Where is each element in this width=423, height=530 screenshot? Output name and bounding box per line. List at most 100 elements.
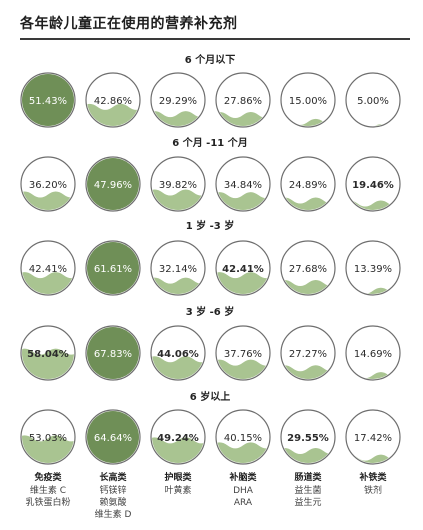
bubble-outline [215,325,271,381]
bubble: 37.76% [215,325,271,381]
value-label: 49.24% [157,433,199,444]
bubble-fill [282,197,334,210]
value-label: 14.69% [354,349,392,360]
bubble-outline [215,240,271,296]
bubble: 51.43% [20,72,76,128]
bubble-outline [150,409,206,465]
chart-title: 各年龄儿童正在使用的营养补充剂 [20,16,238,32]
bubble: 42.41% [215,240,271,296]
category-item: 叶黄素 [164,484,191,496]
bubble: 27.68% [280,240,336,296]
value-label: 53.03% [29,433,67,444]
bubble: 42.41% [20,240,76,296]
bubble: 53.03% [20,409,76,465]
category-item: 铁剂 [364,484,382,496]
bubble-base [346,157,400,211]
bubble-fill [347,287,399,294]
value-label: 42.41% [222,264,264,275]
value-label: 32.14% [159,264,197,275]
bubble-outline [345,240,401,296]
value-label: 39.82% [159,180,197,191]
bubble: 17.42% [345,409,401,465]
bubble-full-fill [87,411,139,463]
bubble: 24.89% [280,156,336,212]
value-label: 47.96% [94,180,132,191]
bubble-outline [20,156,76,212]
bubble: 39.82% [150,156,206,212]
category-item: ARA [234,498,253,508]
bubble-base [281,326,335,380]
bubble-outline [280,240,336,296]
value-label: 15.00% [289,96,327,107]
bubble-outline [85,156,141,212]
value-label: 37.76% [224,349,262,360]
value-label: 29.29% [159,96,197,107]
category-label: 长高类 [99,471,127,483]
bubble-base [346,326,400,380]
bubble-fill [152,111,204,126]
category-item: 益生菌 [294,484,321,496]
value-label: 40.15% [224,433,262,444]
bubble-outline [85,72,141,128]
bubble-fill [347,372,399,379]
bubble-outline [215,409,271,465]
category-item: 赖氨酸 [99,496,126,508]
value-label: 19.46% [352,180,394,191]
bubble-base [281,241,335,295]
bubble-outline [345,156,401,212]
bubble-fill [282,365,334,379]
value-label: 61.61% [94,264,132,275]
value-label: 36.20% [29,180,67,191]
group-title: 3 岁 -6 岁 [186,305,235,318]
bubble-outline [280,325,336,381]
value-label: 29.55% [287,433,329,444]
bubble-outline [215,72,271,128]
bubble: 42.86% [85,72,141,128]
value-label: 27.27% [289,349,327,360]
value-label: 13.39% [354,264,392,275]
bubble: 29.55% [280,409,336,465]
bubble-outline [345,325,401,381]
value-label: 64.64% [94,433,132,444]
category-label: 补铁类 [358,471,387,483]
bubble-outline [345,409,401,465]
bubble-outline [280,409,336,465]
bubble: 67.83% [85,325,141,381]
group-title: 6 个月以下 [185,53,235,66]
category-item: 维生素 D [95,508,132,520]
category-item: 维生素 C [30,484,66,496]
value-label: 67.83% [94,349,132,360]
value-label: 17.42% [354,433,392,444]
bubble: 40.15% [215,409,271,465]
bubble-fill [282,280,334,294]
bubble-outline [85,409,141,465]
category-item: 钙镁锌 [99,484,126,496]
bubble: 47.96% [85,156,141,212]
category-label: 护眼类 [164,471,192,483]
bubble: 27.86% [215,72,271,128]
bubble: 19.46% [345,156,401,212]
bubble-base [216,73,270,127]
bubble: 64.64% [85,409,141,465]
bubble-outline [345,72,401,128]
category-item: DHA [233,486,254,496]
bubble-full-fill [87,327,139,379]
category-label: 肠道类 [294,471,322,483]
value-label: 5.00% [357,96,389,107]
bubble-outline [20,72,76,128]
bubble-full-fill [87,242,139,294]
bubble-base [346,410,400,464]
bubble: 49.24% [150,409,206,465]
group-title: 1 岁 -3 岁 [186,219,235,232]
value-label: 51.43% [29,96,67,107]
value-label: 42.86% [94,96,132,107]
category-item: 益生元 [294,496,321,508]
bubble-outline [150,156,206,212]
bubble-full-fill [22,74,74,126]
bubble: 27.27% [280,325,336,381]
bubble-outline [20,409,76,465]
bubble-base [346,241,400,295]
bubble: 15.00% [280,72,336,128]
bubble: 32.14% [150,240,206,296]
